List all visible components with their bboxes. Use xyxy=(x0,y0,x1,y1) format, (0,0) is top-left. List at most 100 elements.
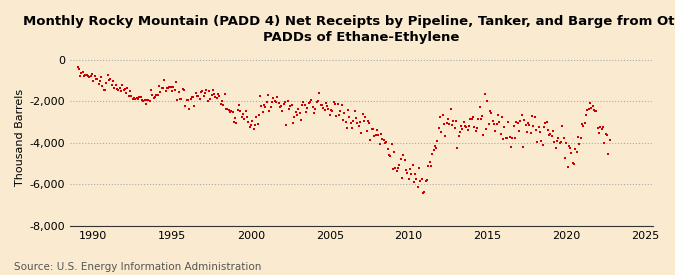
Point xyxy=(486,111,497,116)
Point xyxy=(528,124,539,129)
Point xyxy=(342,125,352,130)
Point xyxy=(267,100,277,105)
Point xyxy=(130,97,141,102)
Point xyxy=(226,109,237,113)
Point xyxy=(321,101,331,105)
Point xyxy=(497,137,508,141)
Point xyxy=(474,105,485,109)
Point xyxy=(277,108,288,113)
Point xyxy=(596,127,607,131)
Point xyxy=(332,102,343,106)
Point xyxy=(109,86,119,90)
Point xyxy=(470,128,481,133)
Point xyxy=(203,89,214,94)
Point xyxy=(346,120,356,125)
Point xyxy=(131,96,142,100)
Point xyxy=(327,109,338,114)
Point xyxy=(497,115,508,120)
Point xyxy=(483,121,494,126)
Point xyxy=(132,97,143,101)
Point xyxy=(271,100,281,104)
Point xyxy=(138,98,148,103)
Point xyxy=(156,86,167,90)
Point xyxy=(599,140,610,145)
Point xyxy=(348,119,359,124)
Point xyxy=(407,163,418,167)
Point xyxy=(386,142,397,147)
Point xyxy=(248,127,259,132)
Point xyxy=(576,122,587,127)
Point xyxy=(468,115,479,119)
Point xyxy=(502,136,512,140)
Point xyxy=(79,74,90,78)
Point xyxy=(589,108,599,112)
Point xyxy=(489,122,500,126)
Point xyxy=(151,93,162,97)
Point xyxy=(469,125,480,129)
Point xyxy=(72,65,83,69)
Y-axis label: Thousand Barrels: Thousand Barrels xyxy=(15,89,25,186)
Point xyxy=(164,85,175,89)
Point xyxy=(92,76,103,81)
Point xyxy=(398,153,409,157)
Point xyxy=(272,95,283,100)
Point xyxy=(215,102,226,106)
Point xyxy=(590,109,601,113)
Point xyxy=(318,106,329,110)
Point xyxy=(452,145,462,150)
Point xyxy=(288,120,298,125)
Point xyxy=(329,102,340,107)
Point xyxy=(144,99,155,103)
Point xyxy=(294,111,305,115)
Point xyxy=(591,109,602,113)
Point xyxy=(583,107,594,112)
Point xyxy=(85,74,96,78)
Point xyxy=(364,121,375,125)
Point xyxy=(378,138,389,142)
Point xyxy=(81,73,92,78)
Point xyxy=(298,100,309,104)
Point xyxy=(122,85,133,90)
Point xyxy=(361,128,372,133)
Point xyxy=(121,91,132,95)
Point xyxy=(444,122,455,127)
Point xyxy=(161,86,172,90)
Point xyxy=(325,112,335,117)
Point xyxy=(529,115,540,120)
Point xyxy=(540,120,551,125)
Point xyxy=(236,114,247,119)
Point xyxy=(97,84,108,88)
Point xyxy=(188,95,198,100)
Point xyxy=(254,94,265,98)
Point xyxy=(325,108,336,112)
Point xyxy=(139,98,150,102)
Point xyxy=(333,113,344,117)
Point xyxy=(435,115,446,119)
Point xyxy=(464,124,475,128)
Point xyxy=(566,151,577,156)
Point xyxy=(119,87,130,92)
Point xyxy=(373,133,384,138)
Point xyxy=(458,120,469,124)
Title: Monthly Rocky Mountain (PADD 4) Net Receipts by Pipeline, Tanker, and Barge from: Monthly Rocky Mountain (PADD 4) Net Rece… xyxy=(23,15,675,44)
Point xyxy=(499,125,510,130)
Point xyxy=(365,138,376,142)
Point xyxy=(383,153,394,158)
Point xyxy=(103,73,113,77)
Point xyxy=(307,104,318,109)
Point xyxy=(358,119,369,123)
Point xyxy=(436,130,447,134)
Point xyxy=(604,138,615,142)
Point xyxy=(80,72,91,77)
Point xyxy=(206,92,217,97)
Point xyxy=(532,139,543,144)
Point xyxy=(175,97,186,101)
Point xyxy=(218,103,229,108)
Point xyxy=(84,75,95,79)
Point xyxy=(105,77,116,81)
Point xyxy=(214,94,225,98)
Point xyxy=(252,122,263,127)
Point xyxy=(74,67,84,72)
Point xyxy=(194,97,205,101)
Point xyxy=(75,73,86,78)
